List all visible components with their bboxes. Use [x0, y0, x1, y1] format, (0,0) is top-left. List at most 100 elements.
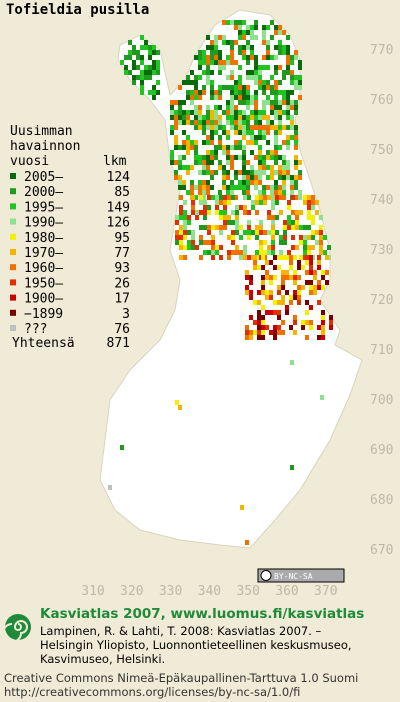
observation-square: [289, 275, 293, 280]
observation-square: [202, 70, 206, 75]
observation-square: [234, 140, 238, 145]
observation-square: [274, 140, 278, 145]
observation-square: [250, 25, 254, 30]
observation-square: [274, 85, 278, 90]
observation-square: [187, 240, 191, 245]
observation-square: [234, 85, 238, 90]
observation-square: [325, 255, 329, 260]
observation-square: [265, 270, 269, 275]
observation-square: [226, 100, 230, 105]
observation-square: [239, 235, 243, 240]
observation-square: [261, 285, 265, 290]
observation-square: [278, 175, 282, 180]
observation-square: [299, 255, 303, 260]
observation-square: [230, 45, 234, 50]
observation-square: [290, 125, 294, 130]
y-grid-label: 740: [370, 193, 393, 208]
observation-square: [223, 215, 227, 220]
observation-square: [230, 160, 234, 165]
observation-square: [262, 170, 266, 175]
observation-square: [258, 135, 262, 140]
observation-square: [293, 280, 297, 285]
observation-square: [183, 220, 187, 225]
observation-square: [285, 275, 289, 280]
observation-square: [278, 115, 282, 120]
observation-square: [307, 210, 311, 215]
observation-square: [305, 280, 309, 285]
observation-square: [319, 240, 323, 245]
x-grid-label: 350: [236, 584, 259, 599]
observation-square: [222, 170, 226, 175]
observation-square: [274, 55, 278, 60]
observation-square: [267, 210, 271, 215]
observation-square: [214, 150, 218, 155]
observation-square: [222, 180, 226, 185]
observation-square: [254, 65, 258, 70]
legend-total-label: Yhteensä: [12, 336, 75, 351]
observation-square: [242, 135, 246, 140]
observation-square: [282, 50, 286, 55]
observation-square: [136, 65, 140, 70]
observation-square: [230, 105, 234, 110]
observation-square: [231, 235, 235, 240]
observation-square: [270, 55, 274, 60]
observation-square: [253, 255, 257, 260]
observation-square: [269, 290, 273, 295]
observation-square: [178, 160, 182, 165]
observation-square: [198, 65, 202, 70]
observation-square: [203, 250, 207, 255]
observation-square: [247, 210, 251, 215]
observation-square: [222, 110, 226, 115]
observation-square: [231, 250, 235, 255]
observation-square: [246, 170, 250, 175]
observation-square: [179, 255, 183, 260]
observation-square: [279, 235, 283, 240]
observation-square: [238, 155, 242, 160]
observation-square: [274, 160, 278, 165]
observation-square: [182, 110, 186, 115]
observation-square: [222, 165, 226, 170]
observation-square: [247, 255, 251, 260]
observation-square: [294, 195, 298, 200]
observation-square: [183, 225, 187, 230]
observation-square: [274, 150, 278, 155]
observation-square: [211, 245, 215, 250]
observation-square: [250, 165, 254, 170]
observation-square: [279, 250, 283, 255]
observation-square: [144, 45, 148, 50]
observation-square: [290, 60, 294, 65]
legend-count: 124: [107, 170, 131, 185]
observation-square: [246, 70, 250, 75]
observation-square: [266, 120, 270, 125]
observation-square: [144, 40, 148, 45]
observation-square: [266, 95, 270, 100]
legend-swatch: [10, 309, 16, 316]
observation-square: [282, 45, 286, 50]
observation-square: [211, 225, 215, 230]
observation-square: [227, 255, 231, 260]
observation-square: [186, 120, 190, 125]
observation-square: [218, 165, 222, 170]
x-grid-label: 310: [81, 584, 104, 599]
observation-square: [285, 305, 289, 310]
observation-square: [315, 200, 319, 205]
observation-square: [214, 95, 218, 100]
observation-square: [242, 180, 246, 185]
observation-square: [174, 135, 178, 140]
observation-square: [262, 80, 266, 85]
observation-square: [269, 280, 273, 285]
observation-square: [207, 230, 211, 235]
observation-square: [243, 230, 247, 235]
observation-square: [258, 75, 262, 80]
legend-swatch: [10, 325, 16, 331]
observation-square: [274, 115, 278, 120]
observation-square: [223, 195, 227, 200]
observation-square: [238, 145, 242, 150]
observation-square: [231, 210, 235, 215]
observation-square: [298, 175, 302, 180]
observation-square: [190, 180, 194, 185]
observation-square: [132, 50, 136, 55]
observation-square: [124, 55, 128, 60]
observation-square: [243, 245, 247, 250]
observation-square: [210, 110, 214, 115]
